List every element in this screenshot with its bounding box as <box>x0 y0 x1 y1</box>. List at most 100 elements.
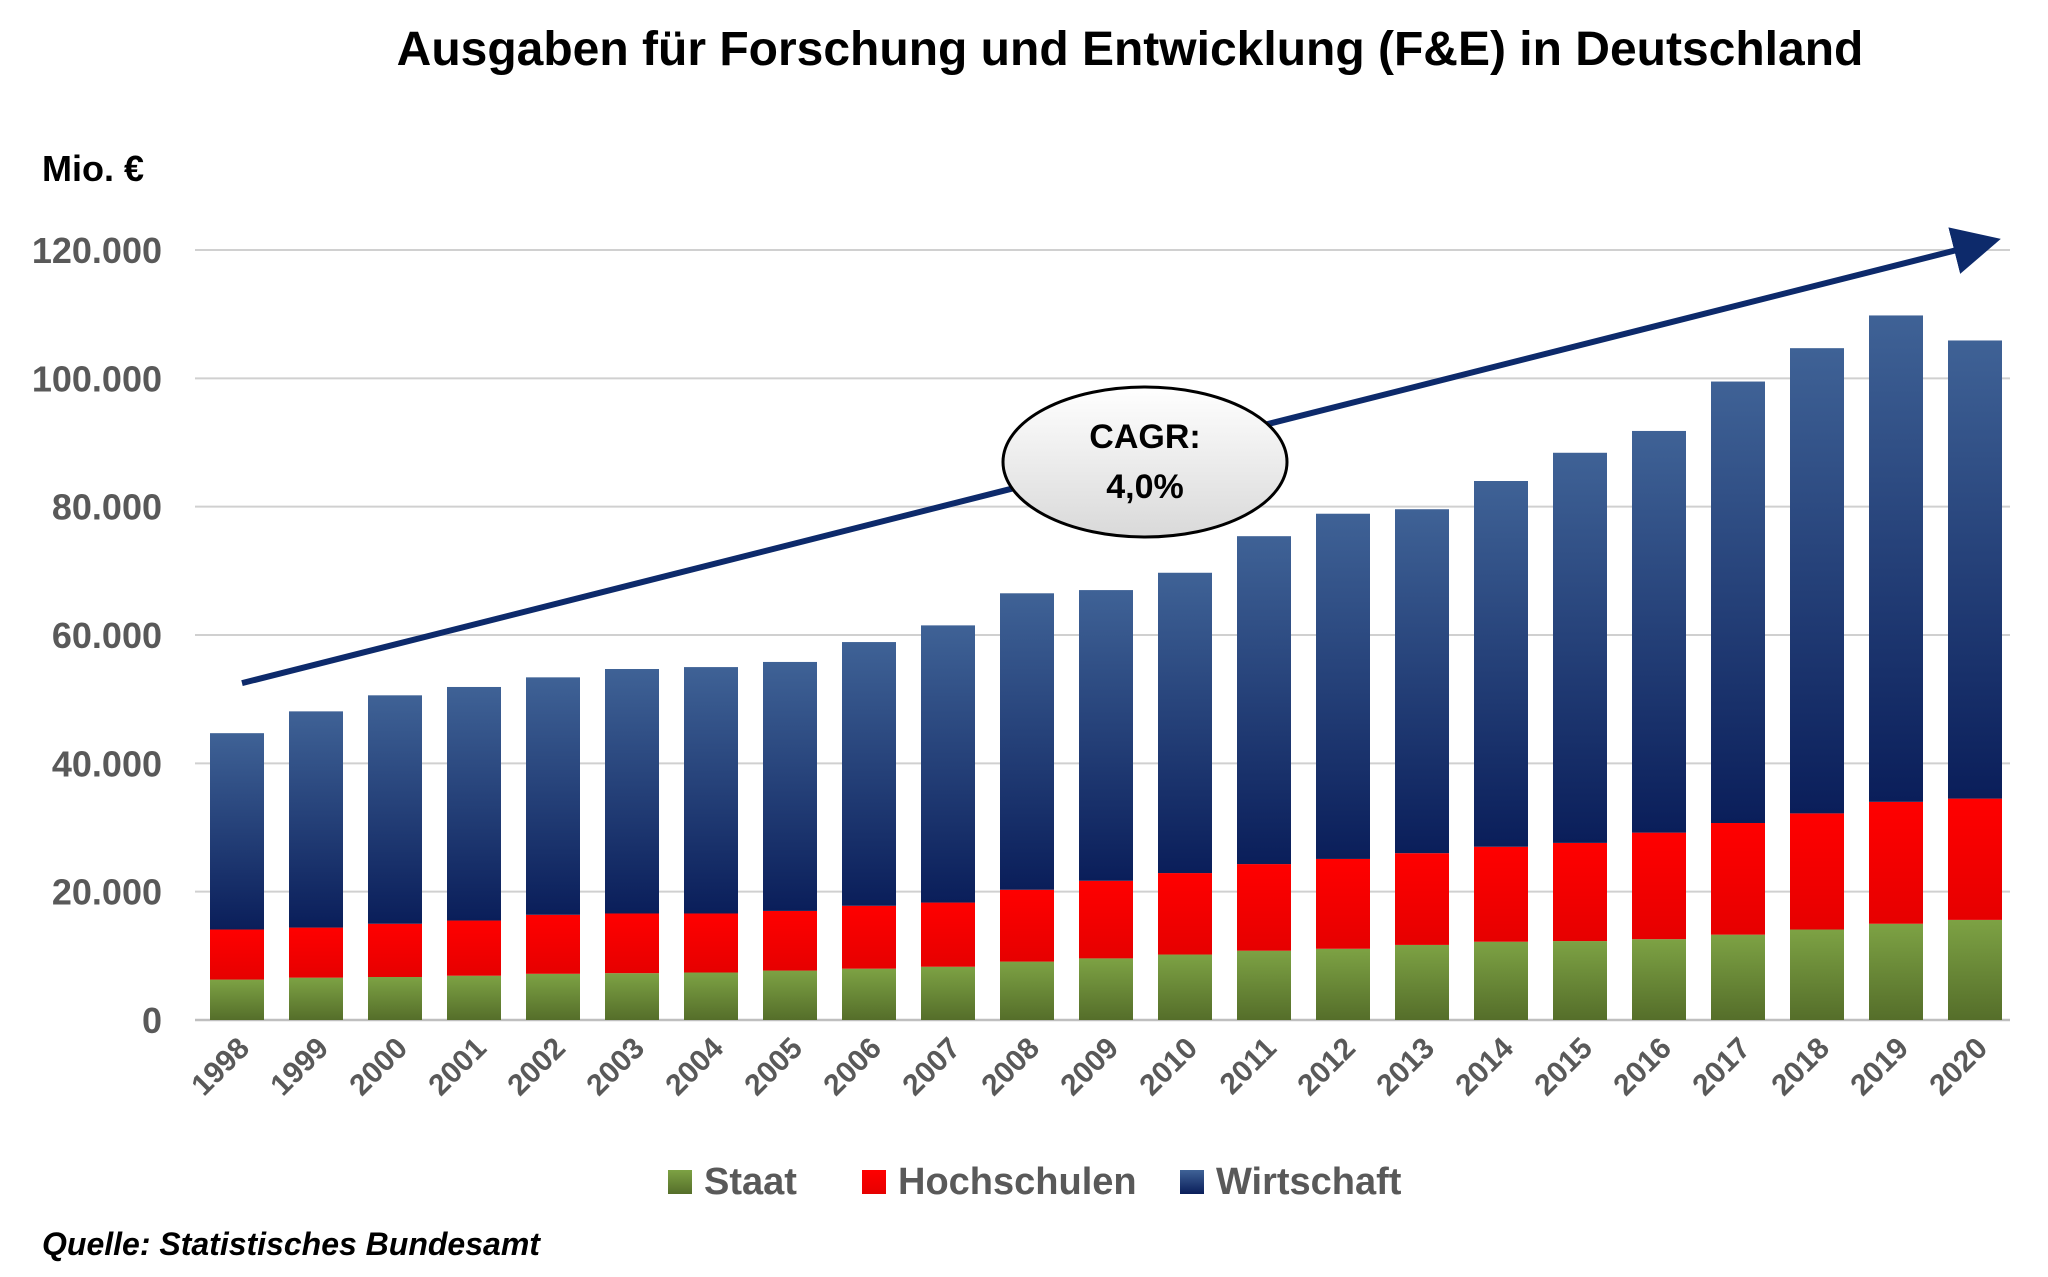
y-tick-label: 80.000 <box>52 487 162 528</box>
bar-hochschulen-2019 <box>1869 801 1923 924</box>
y-axis-ticks: 0 20.000 40.000 60.000 80.000 100.000 120.000 <box>32 230 162 1041</box>
bar-hochschulen-2020 <box>1948 798 2002 920</box>
cagr-ellipse <box>1001 385 1289 539</box>
bar-wirtschaft-2020 <box>1948 340 2002 799</box>
bar-wirtschaft-2015 <box>1553 452 1607 843</box>
bar-hochschulen-2008 <box>1000 889 1054 962</box>
bar-wirtschaft-2000 <box>368 695 422 924</box>
x-tick-label: 1999 <box>264 1032 335 1103</box>
bar-wirtschaft-2007 <box>921 625 975 903</box>
bar-staat-2003 <box>605 973 659 1020</box>
bar-staat-2018 <box>1790 929 1844 1020</box>
y-tick-label: 60.000 <box>52 615 162 656</box>
bar-staat-2012 <box>1316 948 1370 1020</box>
bar-staat-2006 <box>842 968 896 1020</box>
bar-staat-2000 <box>368 977 422 1020</box>
y-tick-label: 100.000 <box>32 358 162 399</box>
cagr-label: CAGR: <box>1089 418 1200 456</box>
x-tick-label: 2019 <box>1844 1032 1915 1103</box>
bar-hochschulen-2013 <box>1395 853 1449 945</box>
x-tick-label: 2009 <box>1054 1032 1125 1103</box>
bar-staat-2020 <box>1948 919 2002 1020</box>
bar-staat-2017 <box>1711 934 1765 1020</box>
bar-wirtschaft-2014 <box>1474 481 1528 847</box>
cagr-value: 4,0% <box>1106 468 1184 506</box>
legend-swatch-hochschulen <box>862 1170 886 1194</box>
x-tick-label: 2003 <box>580 1032 651 1103</box>
bar-staat-2004 <box>684 972 738 1020</box>
bar-wirtschaft-2019 <box>1869 315 1923 802</box>
legend-swatch-wirtschaft <box>1180 1170 1204 1194</box>
bar-wirtschaft-2016 <box>1632 430 1686 833</box>
x-tick-label: 2014 <box>1449 1031 1520 1102</box>
legend-label-hochschulen: Hochschulen <box>898 1161 1137 1203</box>
bar-hochschulen-2002 <box>526 914 580 974</box>
bar-wirtschaft-2006 <box>842 642 896 906</box>
bar-hochschulen-1999 <box>289 927 343 978</box>
chart-title: Ausgaben für Forschung und Entwicklung (… <box>397 23 1864 76</box>
bar-wirtschaft-2001 <box>447 686 501 921</box>
bar-staat-2001 <box>447 975 501 1020</box>
bar-hochschulen-2007 <box>921 902 975 967</box>
x-tick-label: 2012 <box>1291 1032 1362 1103</box>
x-tick-label: 2006 <box>817 1032 888 1103</box>
x-tick-label: 2000 <box>343 1032 414 1103</box>
bar-hochschulen-1998 <box>210 929 264 980</box>
bar-hochschulen-2005 <box>763 910 817 971</box>
bars <box>210 315 2002 1020</box>
x-axis-ticks: 1998 1999 2000 2001 2002 2003 2004 2005 2006 2007… <box>185 1031 1994 1102</box>
bar-staat-2019 <box>1869 923 1923 1020</box>
bar-wirtschaft-2009 <box>1079 590 1133 881</box>
y-tick-label: 0 <box>142 1000 162 1041</box>
bar-staat-2011 <box>1237 950 1291 1020</box>
bar-wirtschaft-2018 <box>1790 348 1844 814</box>
x-tick-label: 2011 <box>1214 1032 1283 1101</box>
x-tick-label: 2005 <box>738 1032 809 1103</box>
bar-staat-1998 <box>210 979 264 1020</box>
x-tick-label: 2013 <box>1370 1032 1441 1103</box>
bar-hochschulen-2015 <box>1553 842 1607 942</box>
x-tick-label: 2008 <box>975 1032 1046 1103</box>
bar-hochschulen-2011 <box>1237 864 1291 951</box>
y-tick-label: 40.000 <box>52 743 162 784</box>
source-note: Quelle: Statistisches Bundesamt <box>42 1226 541 1262</box>
x-tick-label: 2018 <box>1765 1032 1836 1103</box>
bar-wirtschaft-2004 <box>684 667 738 914</box>
x-tick-label: 2015 <box>1528 1032 1599 1103</box>
legend-label-wirtschaft: Wirtschaft <box>1216 1161 1402 1203</box>
bar-staat-2005 <box>763 970 817 1020</box>
bar-wirtschaft-2011 <box>1237 536 1291 865</box>
bar-hochschulen-2014 <box>1474 846 1528 942</box>
bar-hochschulen-2018 <box>1790 813 1844 930</box>
x-tick-label: 1998 <box>185 1032 256 1103</box>
bar-staat-2002 <box>526 973 580 1020</box>
bar-hochschulen-2012 <box>1316 858 1370 949</box>
x-tick-label: 2016 <box>1607 1032 1678 1103</box>
y-axis-label: Mio. € <box>42 148 144 189</box>
x-tick-label: 2002 <box>501 1032 572 1103</box>
x-tick-label: 2010 <box>1133 1032 1204 1103</box>
bar-staat-2014 <box>1474 941 1528 1020</box>
bar-wirtschaft-2010 <box>1158 572 1212 874</box>
bar-staat-2009 <box>1079 958 1133 1020</box>
bar-hochschulen-2006 <box>842 905 896 969</box>
bar-wirtschaft-2003 <box>605 669 659 914</box>
bar-hochschulen-2010 <box>1158 873 1212 955</box>
bar-hochschulen-2017 <box>1711 823 1765 935</box>
bar-staat-2015 <box>1553 941 1607 1020</box>
bar-staat-1999 <box>289 977 343 1020</box>
bar-wirtschaft-2005 <box>763 661 817 911</box>
y-tick-label: 20.000 <box>52 872 162 913</box>
bar-wirtschaft-2013 <box>1395 509 1449 854</box>
bar-staat-2008 <box>1000 961 1054 1020</box>
legend: Staat Hochschulen Wirtschaft <box>668 1161 1402 1203</box>
bar-wirtschaft-1998 <box>210 733 264 930</box>
bar-hochschulen-2000 <box>368 923 422 978</box>
bar-wirtschaft-2002 <box>526 677 580 915</box>
bar-wirtschaft-1999 <box>289 711 343 928</box>
bar-hochschulen-2004 <box>684 913 738 973</box>
x-tick-label: 2001 <box>422 1032 493 1103</box>
y-tick-label: 120.000 <box>32 230 162 271</box>
cagr-annotation: CAGR: 4,0% <box>1001 385 1289 539</box>
